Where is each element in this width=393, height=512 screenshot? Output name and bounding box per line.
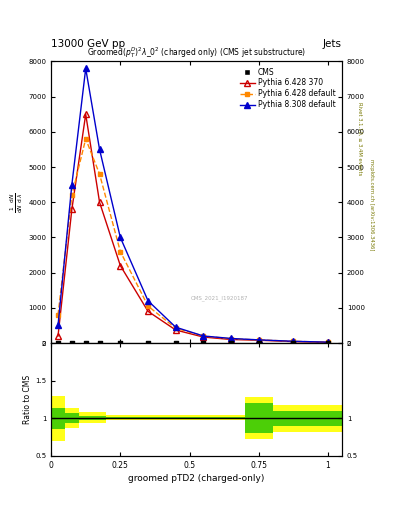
Point [96, 339, 103, 347]
Text: mcplots.cern.ch [arXiv:1306.3436]: mcplots.cern.ch [arXiv:1306.3436] [369, 159, 374, 250]
Point [69, 339, 75, 347]
Point [173, 339, 179, 347]
Text: 13000 GeV pp: 13000 GeV pp [51, 38, 125, 49]
Point [145, 339, 151, 347]
Point [325, 339, 331, 347]
Point [83, 339, 89, 347]
Point [290, 339, 297, 347]
Point [256, 339, 262, 347]
Text: Rivet 3.1.10, ≥ 3.4M events: Rivet 3.1.10, ≥ 3.4M events [357, 101, 362, 175]
Text: Jets: Jets [323, 38, 342, 49]
Y-axis label: $\frac{1}{\mathrm{d}N}\,\frac{\mathrm{d}N}{\mathrm{d}\,\lambda}$: $\frac{1}{\mathrm{d}N}\,\frac{\mathrm{d}… [9, 192, 26, 212]
Title: Groomed$(p_T^D)^2\lambda\_0^2$ (charged only) (CMS jet substructure): Groomed$(p_T^D)^2\lambda\_0^2$ (charged … [87, 46, 306, 60]
X-axis label: groomed pTD2 (charged-only): groomed pTD2 (charged-only) [128, 474, 265, 483]
Point [200, 339, 207, 347]
Text: CMS_2021_I1920187: CMS_2021_I1920187 [191, 295, 248, 301]
Legend: CMS, Pythia 6.428 370, Pythia 6.428 default, Pythia 8.308 default: CMS, Pythia 6.428 370, Pythia 6.428 defa… [237, 65, 338, 112]
Y-axis label: Ratio to CMS: Ratio to CMS [23, 375, 32, 424]
Point [117, 339, 123, 347]
Point [55, 339, 61, 347]
Point [228, 339, 234, 347]
